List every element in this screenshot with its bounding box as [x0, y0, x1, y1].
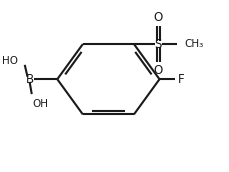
Text: HO: HO: [2, 56, 18, 66]
Text: CH₃: CH₃: [184, 39, 203, 49]
Text: B: B: [26, 73, 34, 86]
Text: F: F: [178, 73, 185, 86]
Text: O: O: [154, 64, 163, 77]
Text: S: S: [155, 37, 162, 51]
Text: OH: OH: [33, 99, 49, 109]
Text: O: O: [154, 11, 163, 24]
